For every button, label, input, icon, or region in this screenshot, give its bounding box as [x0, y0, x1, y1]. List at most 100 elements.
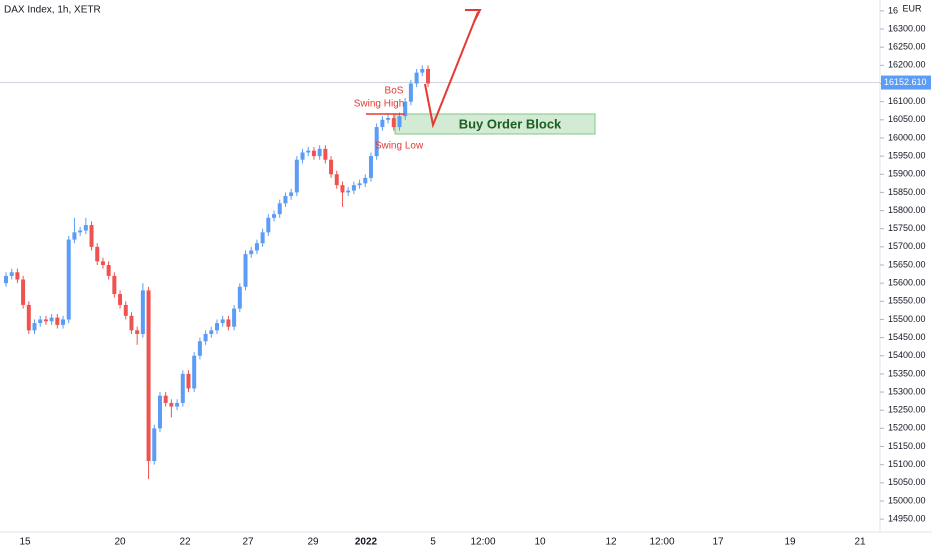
candle-body [311, 150, 316, 157]
candle-body [220, 319, 225, 324]
candle-body [368, 156, 373, 178]
candle-body [15, 272, 20, 280]
y-tick-label: 15900.00 [888, 169, 926, 179]
y-tick-label: 15750.00 [888, 223, 926, 233]
y-tick-label: 16000.00 [888, 132, 926, 142]
candle-body [43, 319, 48, 322]
candle-body [38, 319, 43, 324]
candle-body [215, 323, 219, 331]
last-price-tag [881, 75, 931, 90]
candle-body [180, 373, 185, 403]
y-tick-label: 15250.00 [888, 405, 926, 415]
candle-body [146, 290, 151, 462]
candle-body [391, 117, 396, 128]
last-price-label: 16152.610 [884, 77, 927, 87]
x-tick-label: 17 [712, 537, 724, 548]
candle-body [152, 428, 157, 462]
candle-body [260, 232, 265, 244]
candle-body [346, 190, 351, 193]
candle-body [175, 402, 180, 407]
y-tick-label: 15200.00 [888, 423, 926, 433]
candle-body [89, 225, 94, 247]
candle-body [192, 355, 197, 389]
chart-title: DAX Index, 1h, XETR [4, 5, 101, 16]
candle-body [209, 330, 214, 334]
x-tick-label: 2022 [355, 537, 378, 548]
candle-body [123, 304, 128, 316]
candle-body [32, 323, 37, 331]
candle-body [100, 261, 105, 265]
candle-body [157, 395, 162, 429]
candle-body [95, 246, 100, 262]
candle-body [135, 330, 140, 334]
y-tick-label: 16100.00 [888, 96, 926, 106]
candle-body [21, 279, 26, 305]
x-tick-label: 15 [19, 537, 31, 548]
candle-body [237, 286, 242, 309]
candle-body [380, 119, 385, 128]
candle-body [403, 101, 408, 117]
projection-arrow [424, 11, 479, 129]
candle-body [386, 117, 391, 120]
price-axis: 14950.00 15000.00 15050.00 15100.00 15150.00… [880, 5, 926, 523]
y-tick-label: 15850.00 [888, 187, 926, 197]
candle-body [357, 183, 362, 186]
order-block-label: Buy Order Block [459, 116, 562, 131]
candle-body [306, 150, 311, 153]
currency-bg [898, 2, 928, 16]
candle-body [112, 275, 117, 295]
candle-body [140, 290, 145, 334]
candles [4, 65, 430, 480]
x-tick-label: 22 [179, 537, 191, 548]
y-tick-label: 15350.00 [888, 368, 926, 378]
candle-body [169, 402, 174, 407]
currency-label: EUR [902, 3, 922, 13]
candle-body [163, 395, 168, 403]
candle-body [78, 230, 83, 233]
x-tick-label: 12:00 [470, 537, 495, 548]
candle-body [243, 254, 248, 287]
x-tick-label: 12 [605, 537, 617, 548]
candle-body [55, 317, 60, 325]
y-tick-label: 15500.00 [888, 314, 926, 324]
x-tick-label: 10 [534, 537, 546, 548]
x-tick-label: 27 [242, 537, 254, 548]
candle-body [226, 319, 231, 327]
y-tick-label: 16200.00 [888, 60, 926, 70]
bos-label: BoS [385, 86, 404, 97]
candle-body [272, 214, 277, 218]
candle-body [49, 317, 54, 322]
candle-body [420, 68, 425, 73]
swing-low-label: Swing Low [375, 141, 424, 152]
y-tick-label: 15800.00 [888, 205, 926, 215]
candle-body [408, 83, 413, 102]
y-tick-label: 15950.00 [888, 150, 926, 160]
x-tick-label: 12:00 [649, 537, 674, 548]
x-tick-label: 21 [854, 537, 866, 548]
candle-body [129, 315, 134, 331]
candle-body [232, 308, 237, 327]
candle-body [106, 265, 111, 276]
candle-body [266, 217, 271, 233]
candle-body [186, 373, 191, 389]
candle-body [374, 127, 379, 157]
candle-body [197, 341, 202, 356]
y-tick-label: 15150.00 [888, 441, 926, 451]
y-tick-label: 15000.00 [888, 495, 926, 505]
y-tick-label: 15100.00 [888, 459, 926, 469]
candle-body [363, 177, 368, 184]
candle-body [26, 304, 31, 331]
candle-body [414, 72, 419, 84]
candle-body [118, 294, 123, 305]
y-tick-label: 15600.00 [888, 278, 926, 288]
y-tick-label: 15300.00 [888, 386, 926, 396]
candle-body [254, 243, 259, 251]
y-tick-label: 16250.00 [888, 42, 926, 52]
candle-body [283, 196, 288, 204]
candle-body [61, 319, 66, 325]
candle-body [72, 232, 77, 240]
x-tick-label: 19 [784, 537, 796, 548]
candle-body [300, 152, 305, 160]
candle-body [323, 148, 328, 160]
